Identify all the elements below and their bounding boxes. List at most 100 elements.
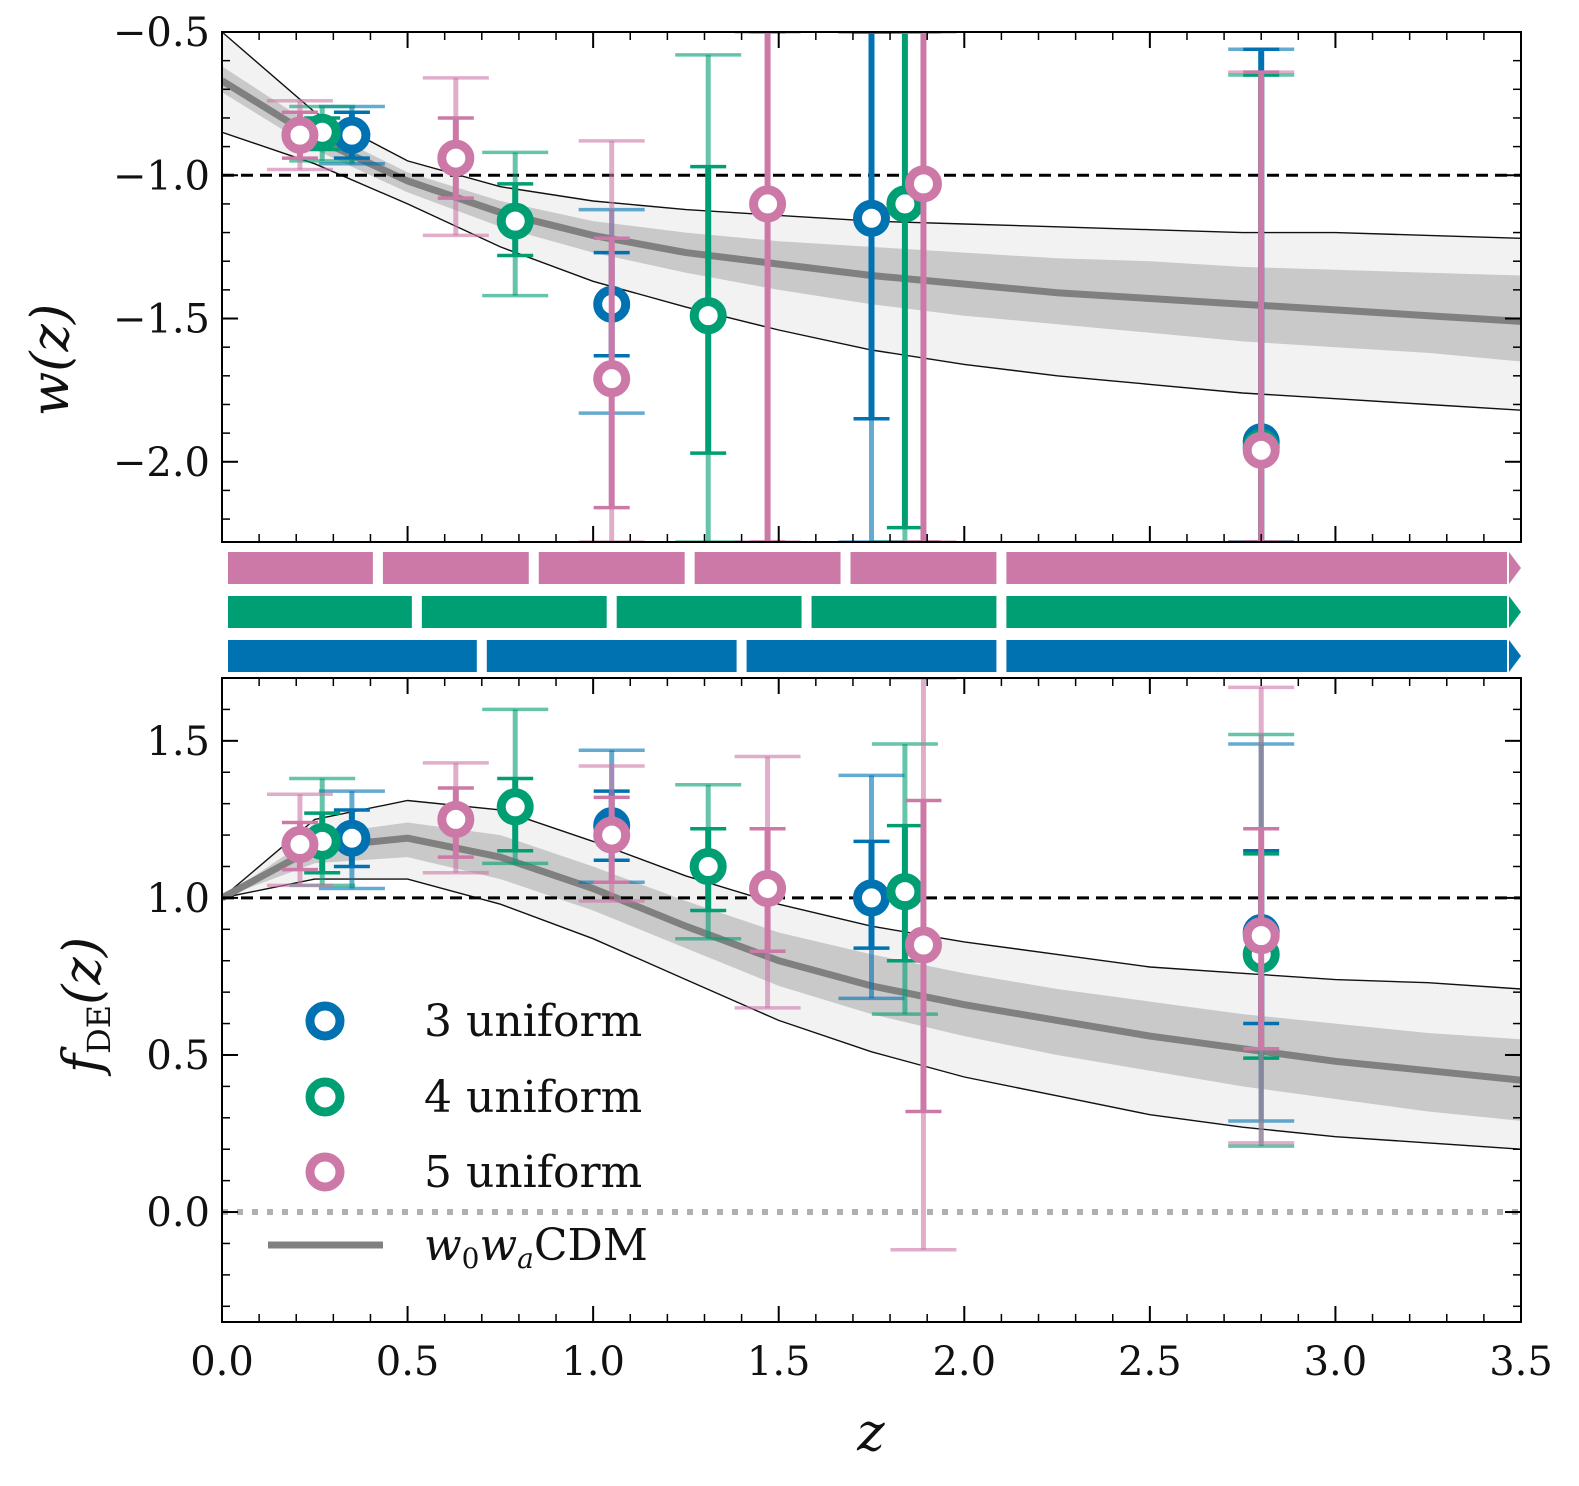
bottom-outer-lower-edge [222, 878, 1521, 1150]
bottom-panel: 0.0 0.5 1.0 1.5 0.0 0.5 1.0 1.5 2.0 2.5 3.0 3.5 fDE… [53, 677, 1553, 1463]
bin-4-seg-4 [1006, 596, 1507, 628]
bottom-axes-frame [221, 677, 1522, 1323]
marker [689, 297, 727, 335]
bottom-series-5-point-5 [1228, 685, 1295, 1145]
marker [281, 116, 319, 154]
legend-label-3: 3 uniform [424, 996, 642, 1047]
top-ytick-label-0: −0.5 [113, 10, 210, 56]
top-series-5-point-1 [422, 76, 489, 238]
top-series-5-point-3 [734, 32, 801, 542]
marker [853, 879, 890, 917]
legend-model-sub0: 0 [462, 1242, 480, 1275]
top-data-points [266, 32, 1295, 542]
marker [1242, 917, 1280, 955]
marker [496, 202, 534, 240]
xtick-label-7: 3.5 [1489, 1339, 1553, 1385]
top-ytick-label-2: −1.5 [113, 297, 210, 343]
top-axes-frame [221, 31, 1522, 543]
top-ytick-label-1: −1.0 [113, 153, 210, 199]
marker [496, 788, 534, 826]
legend-label-model: w0waCDM [424, 1220, 648, 1275]
x-axis-label: z [856, 1403, 885, 1463]
legend-model-w0: w [424, 1220, 462, 1271]
marker [904, 926, 942, 964]
legend-marker-3 [305, 1001, 345, 1041]
top-series-4-point-2 [675, 53, 742, 542]
marker [593, 360, 631, 398]
legend: 3 uniform 4 uniform 5 uniform w0waCDM [268, 996, 648, 1275]
legend-model-suba: a [517, 1242, 534, 1275]
bin-4-seg-0 [228, 596, 412, 628]
marker [749, 869, 787, 907]
bin-5-seg-0 [228, 552, 373, 584]
top-series-5-point-4 [890, 32, 957, 542]
top-ytick-label-3: −2.0 [113, 440, 210, 486]
legend-model-cdm: CDM [534, 1220, 648, 1271]
legend-marker-4 [305, 1077, 345, 1117]
marker [1242, 431, 1280, 469]
xtick-label-5: 2.5 [1118, 1339, 1182, 1385]
marker [749, 185, 787, 223]
marker [333, 819, 371, 857]
bottom-data-points [266, 678, 1295, 1252]
bottom-series-4-point-3 [871, 742, 938, 1016]
xtick-label-2: 1.0 [561, 1339, 625, 1385]
bottom-series-5-point-4 [890, 678, 957, 1252]
legend-model-wa: w [480, 1220, 518, 1271]
bin-4-seg-3 [811, 596, 997, 628]
marker [593, 816, 631, 854]
top-series-5-point-2 [578, 139, 645, 542]
bottom-ytick-label-0: 0.0 [146, 1190, 210, 1236]
xtick-label-3: 1.5 [747, 1339, 811, 1385]
bin-3-seg-2 [746, 640, 997, 672]
bottom-ticks: 0.0 0.5 1.0 1.5 0.0 0.5 1.0 1.5 2.0 2.5 3.0 3.5 [146, 677, 1553, 1385]
xtick-label-1: 0.5 [376, 1339, 440, 1385]
marker [689, 847, 727, 885]
legend-marker-5 [305, 1152, 345, 1192]
bottom-series-4-point-1 [482, 707, 549, 866]
top-panel: −0.5 −1.0 −1.5 −2.0 w(z) [21, 10, 1522, 543]
bottom-series-5-point-1 [422, 761, 489, 875]
marker [437, 139, 475, 177]
bottom-ylabel: fDE(z) [53, 937, 118, 1077]
bottom-series-4-point-2 [675, 783, 742, 941]
bin-4-arrow [1509, 596, 1521, 628]
marker [904, 165, 942, 203]
bin-3-arrow [1509, 640, 1521, 672]
bin-5-arrow [1509, 552, 1521, 584]
bottom-ylabel-sub: DE [80, 1005, 118, 1054]
bin-4-seg-2 [616, 596, 802, 628]
top-series-5-point-0 [266, 99, 333, 172]
top-series-4-point-1 [482, 150, 549, 298]
xtick-label-4: 2.0 [932, 1339, 996, 1385]
bin-diagram [228, 552, 1521, 672]
bottom-ytick-label-2: 1.0 [146, 876, 210, 922]
legend-label-5: 5 uniform [424, 1147, 642, 1198]
bin-5-seg-5 [1006, 552, 1507, 584]
bottom-series-5-point-2 [578, 764, 645, 903]
bottom-ytick-label-1: 0.5 [146, 1033, 210, 1079]
top-series-3-point-2 [838, 32, 905, 542]
bottom-series-5-point-3 [734, 754, 801, 1010]
bin-5-seg-2 [538, 552, 685, 584]
top-ylabel: w(z) [21, 304, 81, 416]
marker [281, 825, 319, 863]
top-inner-band [222, 66, 1521, 362]
bin-3-seg-3 [1006, 640, 1507, 672]
marker [437, 800, 475, 838]
xtick-label-0: 0.0 [190, 1339, 254, 1385]
bottom-ylabel-arg: (z) [53, 937, 113, 1005]
top-series-5-point-5 [1228, 70, 1295, 542]
bin-5-seg-3 [694, 552, 841, 584]
bin-5-seg-1 [382, 552, 529, 584]
marker [853, 199, 890, 237]
bin-5-seg-4 [850, 552, 997, 584]
bin-3-seg-1 [486, 640, 737, 672]
marker [333, 116, 371, 154]
xtick-label-6: 3.0 [1304, 1339, 1368, 1385]
marker [886, 873, 924, 911]
bottom-series-5-point-0 [266, 792, 333, 888]
legend-label-4: 4 uniform [424, 1072, 642, 1123]
bin-3-seg-0 [228, 640, 477, 672]
